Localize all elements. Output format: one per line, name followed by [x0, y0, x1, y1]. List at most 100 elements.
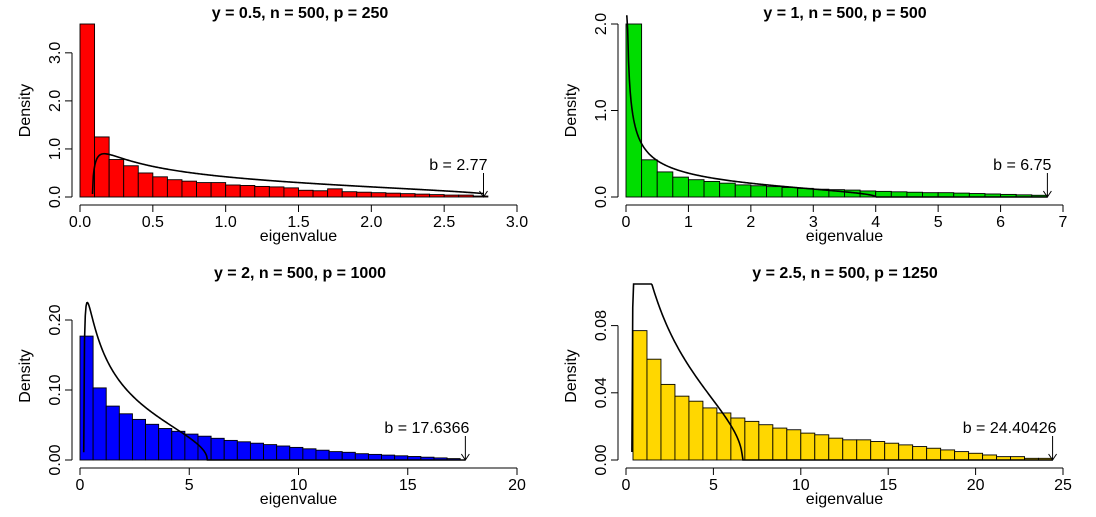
- y-tick-label: 2.0: [47, 90, 64, 112]
- histogram-bar: [239, 185, 256, 198]
- histogram-bar: [327, 188, 343, 198]
- histogram-bar: [672, 176, 689, 198]
- histogram-bar: [196, 182, 212, 198]
- histogram-bar: [118, 413, 133, 461]
- histogram-bar: [674, 395, 690, 461]
- histogram-bar: [298, 189, 314, 198]
- histogram-bar: [842, 439, 858, 461]
- histogram-bar: [254, 185, 270, 198]
- histogram-bar: [152, 176, 168, 198]
- x-tick-label: 5: [934, 214, 943, 231]
- x-tick-label: 0: [76, 477, 85, 494]
- y-tick-label: 0.0: [593, 186, 610, 208]
- histogram-bar: [312, 190, 329, 198]
- histogram-bar: [166, 179, 183, 198]
- histogram-bar: [800, 432, 816, 461]
- y-tick-label: 2.0: [593, 13, 610, 35]
- histogram-bar: [414, 193, 431, 198]
- histogram-bar: [912, 446, 928, 461]
- annotation-label: b = 6.75: [993, 157, 1051, 174]
- y-tick-label: 1.0: [593, 99, 610, 121]
- y-tick-label: 0.00: [47, 444, 64, 475]
- x-tick-label: 5: [709, 477, 718, 494]
- histogram-bar: [367, 453, 382, 461]
- histogram-bar: [249, 442, 264, 461]
- histogram-bar: [744, 420, 760, 461]
- histogram-bar: [875, 190, 892, 198]
- x-axis-label: eigenvalue: [806, 491, 884, 508]
- x-tick-label: 2: [746, 214, 755, 231]
- histogram-bars: [625, 23, 1048, 198]
- x-tick-label: 3: [809, 214, 818, 231]
- x-tick-label: 1.0: [215, 214, 237, 231]
- x-tick-label: 10: [792, 477, 810, 494]
- histogram-bar: [703, 180, 721, 198]
- histogram-bar: [328, 451, 343, 461]
- chart-panel-2: y = 1, n = 500, p = 500 b = 6.75 0 1 2 3 4 5 6 7 e…: [563, 5, 1068, 245]
- density-curve: [82, 301, 466, 461]
- chart-panel-1: y = 0.5, n = 500, p = 250 b = 2.77 0.0 0.5 1…: [17, 5, 528, 245]
- x-tick-label: 15: [399, 477, 417, 494]
- histogram-bar: [688, 400, 704, 461]
- x-tick-label: 2.0: [360, 214, 382, 231]
- y-tick-label: 0.04: [593, 377, 610, 408]
- annotation-arrowhead: [479, 190, 488, 198]
- annotation-label: b = 17.6366: [384, 420, 469, 437]
- x-tick-label: 0.5: [142, 214, 164, 231]
- x-axis-label: eigenvalue: [260, 228, 338, 245]
- histogram-bars: [632, 330, 1053, 461]
- histogram-bar: [458, 194, 474, 198]
- histogram-bar: [341, 191, 358, 198]
- histogram-bar: [236, 441, 251, 461]
- density-curve: [91, 152, 484, 195]
- x-axis-label: eigenvalue: [260, 491, 338, 508]
- annotation-arrowhead: [1042, 190, 1052, 198]
- histogram-bar: [283, 187, 299, 198]
- annotation-arrowhead: [1048, 453, 1058, 461]
- histogram-bar: [660, 383, 676, 461]
- density-curve: [626, 15, 1048, 198]
- histogram-bar: [171, 430, 186, 461]
- histogram-bar: [302, 448, 317, 461]
- histogram-bar: [370, 192, 387, 198]
- histogram-bar: [625, 23, 643, 198]
- y-axis-label: Density: [17, 349, 34, 402]
- x-tick-label: 20: [967, 477, 985, 494]
- x-tick-label: 20: [508, 477, 526, 494]
- chart-title: y = 0.5, n = 500, p = 250: [212, 5, 389, 22]
- histogram-bar: [429, 194, 445, 198]
- y-tick-label: 0.10: [47, 374, 64, 405]
- chart-panel-3: y = 2, n = 500, p = 1000 b = 17.6366 0 5 10 1…: [17, 265, 526, 508]
- x-tick-label: 3.0: [506, 214, 528, 231]
- histogram-bar: [315, 449, 330, 461]
- histogram-bar: [354, 453, 369, 461]
- histogram-bar: [632, 330, 648, 461]
- histogram-bar: [781, 187, 799, 198]
- histogram-bars: [79, 23, 489, 198]
- histogram-bar: [158, 428, 173, 461]
- y-tick-label: 0.0: [47, 186, 64, 208]
- x-tick-label: 4: [871, 214, 880, 231]
- histogram-bar: [940, 449, 956, 461]
- chart-title: y = 2.5, n = 500, p = 1250: [752, 265, 938, 282]
- histogram-bar: [184, 433, 199, 461]
- histogram-bar: [79, 335, 94, 461]
- histogram-bar: [210, 437, 225, 461]
- density-curve: [631, 283, 1053, 461]
- histogram-bar: [772, 427, 788, 461]
- histogram-bar: [145, 423, 160, 461]
- y-axis-label: Density: [563, 84, 580, 137]
- histogram-bar: [263, 444, 278, 461]
- histogram-bar: [734, 184, 752, 198]
- x-tick-label: 2.5: [433, 214, 455, 231]
- x-tick-label: 15: [879, 477, 897, 494]
- histogram-bar: [276, 445, 291, 461]
- chart-panel-4: y = 2.5, n = 500, p = 1250 b = 24.40426 0 5…: [563, 265, 1072, 508]
- y-tick-label: 1.0: [47, 138, 64, 160]
- histogram-bar: [786, 429, 802, 461]
- histogram-bar: [131, 418, 147, 461]
- x-axis-label: eigenvalue: [806, 228, 884, 245]
- histogram-bar: [400, 193, 416, 198]
- chart-title: y = 2, n = 500, p = 1000: [214, 265, 386, 282]
- histogram-bar: [92, 387, 107, 461]
